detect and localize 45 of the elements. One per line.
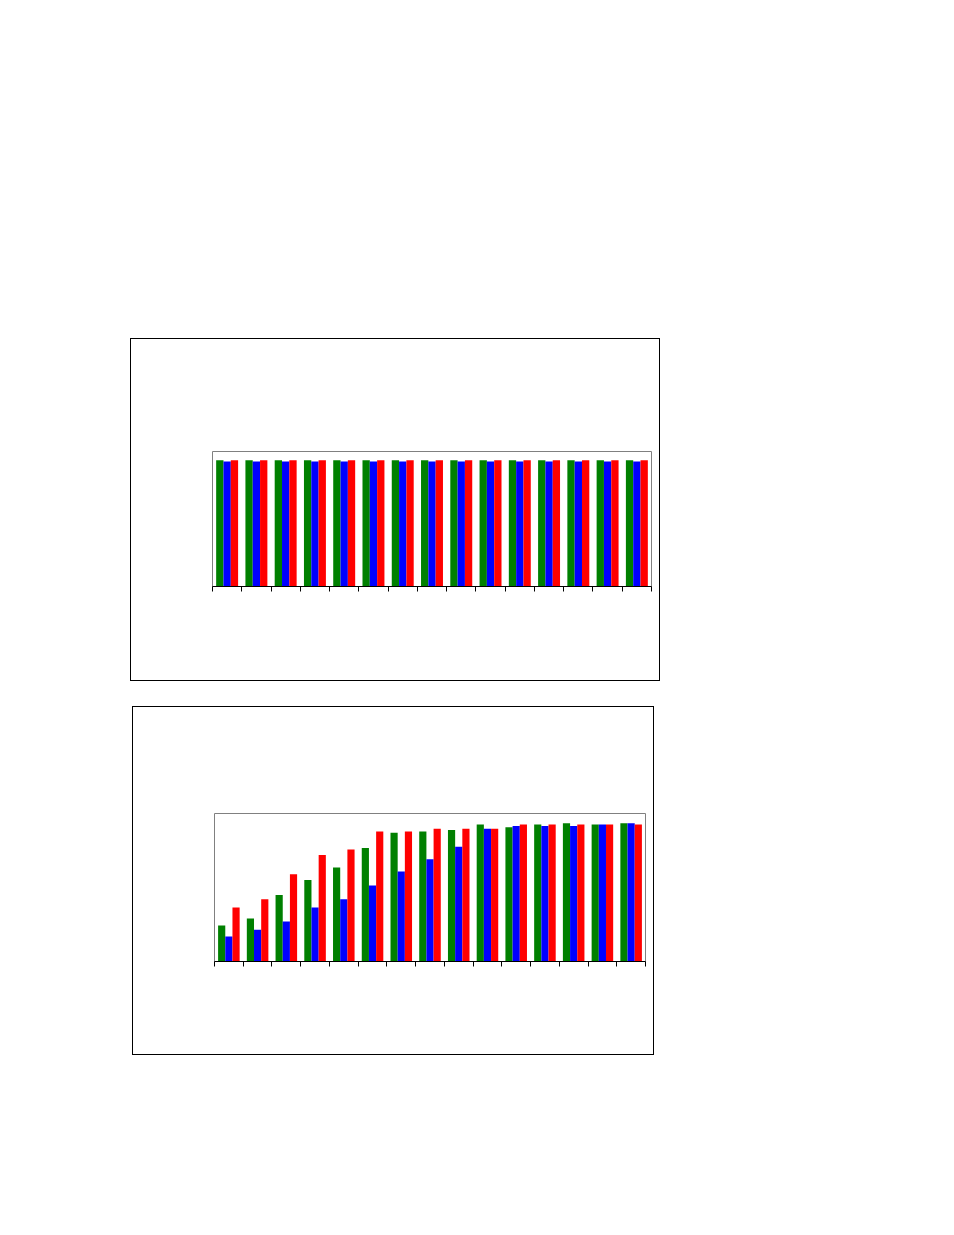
bar [519,824,527,962]
bar [218,925,226,962]
bar [541,825,549,962]
bar [462,828,470,962]
bar [289,874,298,962]
bar [390,832,398,962]
bar [333,867,341,962]
bar [598,824,606,962]
bar [426,859,434,962]
bar [254,929,262,962]
bar [591,824,599,962]
bar [562,823,571,962]
bar [304,879,312,962]
bar [548,824,556,962]
bar [483,828,492,962]
bar [318,855,326,962]
bar [505,827,513,962]
bar [577,824,585,962]
bar [340,899,348,962]
bar [347,849,355,962]
bar [634,824,642,962]
bar [620,823,628,962]
bar [232,907,240,962]
bar [282,921,290,962]
bar [404,831,413,962]
bar [476,824,484,962]
bar [376,831,384,962]
bar [447,830,456,962]
bar [570,825,578,962]
bar [261,899,269,962]
bar [627,823,635,962]
bar [534,824,542,962]
bar [311,907,319,962]
bar [455,846,463,962]
bar [361,848,369,962]
bar [246,918,255,962]
bar [419,831,427,962]
bar [397,871,405,962]
bar [275,895,283,962]
bar [491,828,499,962]
bar [512,825,520,962]
bar [605,824,614,962]
bar [368,885,377,962]
bar [225,936,233,962]
bar [433,828,441,962]
